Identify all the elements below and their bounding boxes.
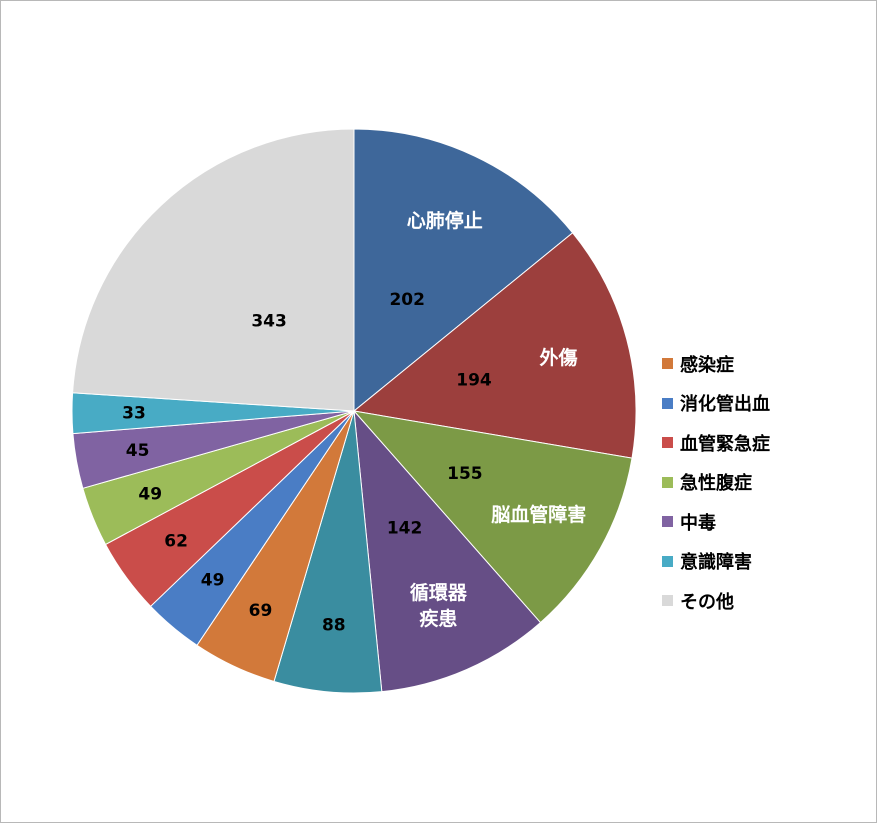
data-label: 45 — [126, 441, 150, 461]
pie-slice-循環器疾患 — [353, 409, 542, 693]
data-label: 49 — [201, 571, 225, 591]
legend-label: 消化管出血 — [680, 394, 770, 416]
data-label: 88 — [322, 615, 346, 635]
slice-name-label: 脳血管障害 — [490, 503, 586, 526]
pie-slice-その他 — [72, 128, 355, 412]
legend-swatch — [662, 397, 673, 409]
legend-item: 血管緊急症 — [662, 423, 770, 463]
data-label: 142 — [387, 518, 423, 538]
data-label: 69 — [249, 601, 273, 621]
legend-label: 血管緊急症 — [680, 433, 770, 455]
legend-label: 感染症 — [680, 354, 734, 376]
legend-item: 急性腹症 — [662, 463, 770, 503]
pie-slice-外傷 — [352, 232, 637, 459]
data-label: 49 — [138, 485, 162, 505]
data-label: 194 — [456, 370, 492, 390]
data-label: 33 — [122, 404, 146, 424]
legend-swatch — [662, 358, 673, 370]
legend-label: 急性腹症 — [680, 473, 752, 495]
legend-item: その他 — [662, 581, 770, 621]
legend-swatch — [662, 516, 673, 528]
pie-slice-脳血管障害 — [352, 410, 633, 624]
legend: 感染症 消化管出血 血管緊急症 急性腹症 中毒 意識障害 その他 — [662, 344, 770, 621]
slice-name-label: 心肺停止 — [407, 209, 483, 232]
legend-item: 中毒 — [662, 502, 770, 542]
legend-item: 消化管出血 — [662, 384, 770, 424]
slice-name-label: 疾患 — [419, 607, 457, 630]
legend-label: 中毒 — [680, 512, 716, 534]
data-label: 62 — [164, 531, 188, 551]
legend-swatch — [662, 476, 673, 488]
legend-swatch — [662, 595, 673, 607]
legend-label: 意識障害 — [680, 552, 752, 574]
legend-item: 感染症 — [662, 344, 770, 384]
legend-swatch — [662, 555, 673, 567]
data-label: 343 — [251, 312, 287, 332]
legend-swatch — [662, 437, 673, 449]
data-label: 155 — [447, 464, 483, 484]
pie-slice-心肺停止 — [353, 128, 574, 413]
slice-name-label: 循環器 — [410, 581, 468, 604]
data-label: 202 — [389, 290, 425, 310]
slice-name-label: 外傷 — [539, 346, 577, 369]
legend-label: その他 — [680, 591, 734, 613]
legend-item: 意識障害 — [662, 542, 770, 582]
